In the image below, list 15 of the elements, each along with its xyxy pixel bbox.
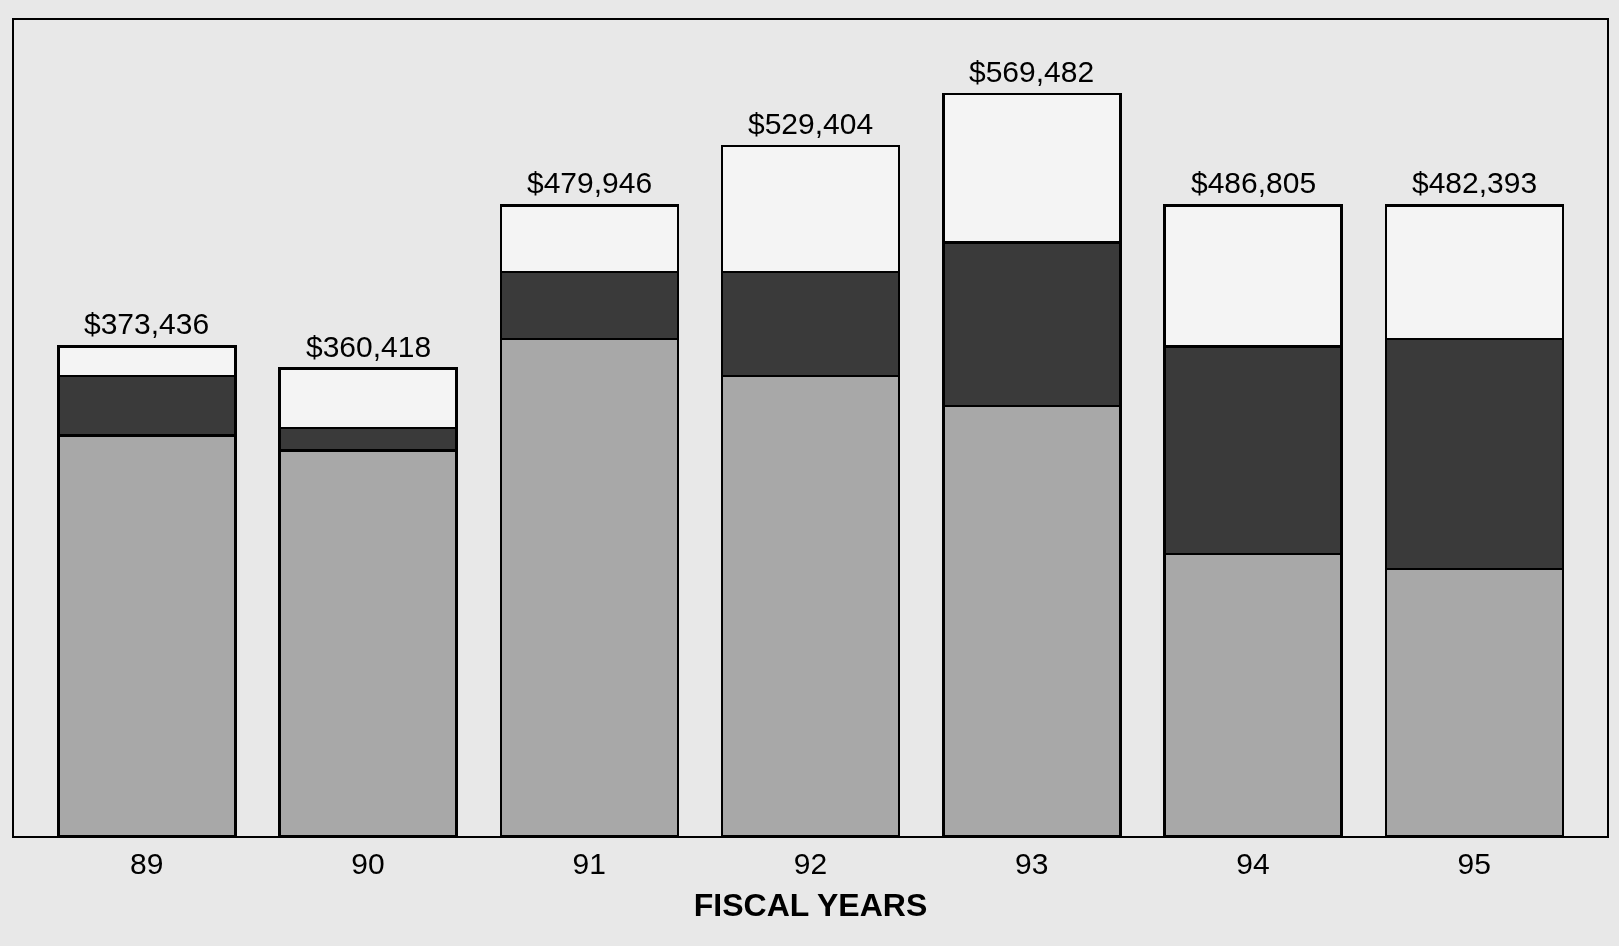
x-tick-label: 94 — [1236, 847, 1270, 880]
x-tick-label: 93 — [1015, 847, 1049, 880]
annotation: $569,482 — [969, 55, 1095, 88]
annotation: $479,946 — [527, 166, 653, 199]
annotation: $373,436 — [84, 307, 210, 340]
x-tick-label: 92 — [793, 847, 828, 880]
annotation: $529,404 — [748, 107, 874, 140]
x-axis-title: FISCAL YEARS — [693, 887, 928, 924]
annotation: $486,805 — [1191, 166, 1317, 199]
annotation: $482,393 — [1412, 166, 1538, 199]
x-tick-label: 95 — [1457, 847, 1491, 880]
x-tick-label: 90 — [351, 847, 385, 880]
x-tick-label: 91 — [572, 847, 606, 880]
x-tick-label: 89 — [130, 847, 164, 880]
annotation: $360,418 — [306, 330, 432, 363]
